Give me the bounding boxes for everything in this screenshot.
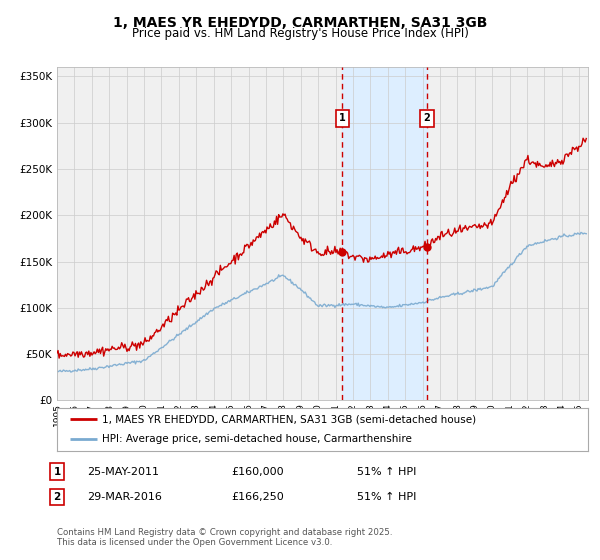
Text: Price paid vs. HM Land Registry's House Price Index (HPI): Price paid vs. HM Land Registry's House … — [131, 27, 469, 40]
Bar — [343, 67, 427, 400]
Text: £166,250: £166,250 — [231, 492, 284, 502]
Text: 51% ↑ HPI: 51% ↑ HPI — [357, 466, 416, 477]
Text: 2: 2 — [53, 492, 61, 502]
Text: HPI: Average price, semi-detached house, Carmarthenshire: HPI: Average price, semi-detached house,… — [102, 434, 412, 444]
Text: 25-MAY-2011: 25-MAY-2011 — [87, 466, 159, 477]
Text: Contains HM Land Registry data © Crown copyright and database right 2025.
This d: Contains HM Land Registry data © Crown c… — [57, 528, 392, 547]
Text: £160,000: £160,000 — [231, 466, 284, 477]
Text: 51% ↑ HPI: 51% ↑ HPI — [357, 492, 416, 502]
Text: 1: 1 — [53, 466, 61, 477]
Text: 1, MAES YR EHEDYDD, CARMARTHEN, SA31 3GB (semi-detached house): 1, MAES YR EHEDYDD, CARMARTHEN, SA31 3GB… — [102, 414, 476, 424]
Text: 1, MAES YR EHEDYDD, CARMARTHEN, SA31 3GB: 1, MAES YR EHEDYDD, CARMARTHEN, SA31 3GB — [113, 16, 487, 30]
Text: 29-MAR-2016: 29-MAR-2016 — [87, 492, 162, 502]
Text: 1: 1 — [339, 113, 346, 123]
Text: 2: 2 — [424, 113, 430, 123]
